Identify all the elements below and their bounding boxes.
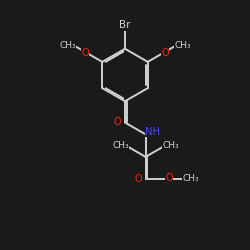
Text: O: O bbox=[134, 174, 142, 184]
Text: CH₃: CH₃ bbox=[174, 40, 191, 50]
Text: NH: NH bbox=[145, 127, 160, 137]
Text: Br: Br bbox=[119, 20, 131, 30]
Text: CH₃: CH₃ bbox=[183, 174, 200, 183]
Text: CH₃: CH₃ bbox=[112, 141, 129, 150]
Text: O: O bbox=[81, 48, 89, 58]
Text: CH₃: CH₃ bbox=[162, 141, 179, 150]
Text: CH₃: CH₃ bbox=[59, 40, 76, 50]
Text: O: O bbox=[161, 48, 169, 58]
Text: O: O bbox=[165, 173, 173, 183]
Text: O: O bbox=[113, 118, 121, 128]
